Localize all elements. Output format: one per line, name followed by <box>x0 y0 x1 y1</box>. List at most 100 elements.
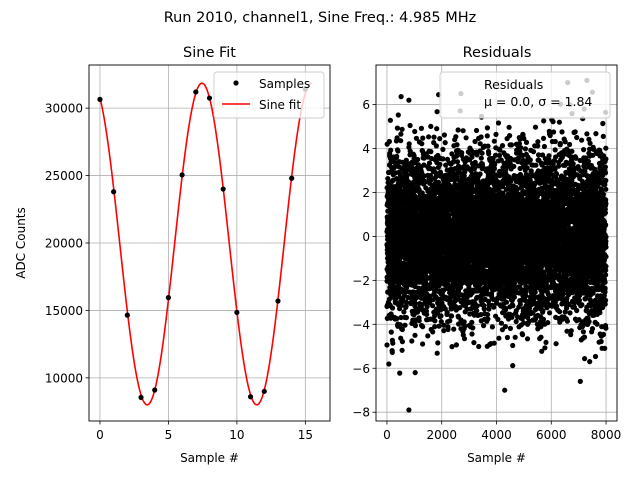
residual-point <box>434 109 440 115</box>
residual-point <box>481 323 487 329</box>
residual-point <box>460 128 466 134</box>
residual-point <box>394 153 400 159</box>
residual-point <box>481 306 487 312</box>
residual-point <box>420 324 426 330</box>
residuals-points <box>384 77 609 413</box>
residual-point <box>441 132 447 138</box>
residual-point <box>412 323 418 329</box>
sine-fit-title: Sine Fit <box>183 45 236 61</box>
sample-point <box>97 96 103 102</box>
legend-sine-fit-label: Sine fit <box>259 98 301 112</box>
residual-point <box>507 325 513 331</box>
residual-point <box>412 332 418 338</box>
residuals-title: Residuals <box>463 45 532 61</box>
residual-point <box>403 303 409 309</box>
sine-fit-ytick-label: 25000 <box>45 169 83 183</box>
residual-point <box>496 152 503 159</box>
residual-point <box>447 318 453 324</box>
residual-point <box>419 141 425 147</box>
sample-point <box>289 175 295 181</box>
residual-point <box>435 340 441 346</box>
residual-point <box>416 318 422 324</box>
residual-point <box>499 143 506 149</box>
residual-point <box>444 309 450 315</box>
sample-point <box>152 387 158 393</box>
sample-point <box>247 394 254 400</box>
legend-samples-marker <box>233 80 239 86</box>
residual-point <box>508 142 515 148</box>
sine-fit-ylabel: ADC Counts <box>14 207 28 279</box>
residual-point <box>478 155 484 161</box>
residual-point <box>411 153 417 159</box>
sample-point <box>261 388 267 394</box>
sine-fit-grid <box>89 65 330 421</box>
residual-point <box>491 340 497 346</box>
residual-point <box>476 343 482 350</box>
residual-point <box>415 156 421 163</box>
sine-fit-ytick-label: 15000 <box>45 304 83 318</box>
residual-point <box>502 324 508 330</box>
residual-point <box>510 363 516 369</box>
residual-point <box>401 309 407 315</box>
residual-point <box>407 148 413 154</box>
residual-point <box>506 124 512 130</box>
sample-point <box>220 186 226 192</box>
residual-point <box>403 299 409 305</box>
residual-point <box>445 324 451 330</box>
residual-point <box>414 289 420 296</box>
residual-point <box>453 134 459 140</box>
residual-point <box>426 160 433 166</box>
residual-point <box>498 320 504 326</box>
residual-point <box>484 133 490 139</box>
sine-fit-xtick-label: 10 <box>229 428 244 442</box>
sine-fit-legend-box <box>213 71 325 119</box>
residual-point <box>478 134 484 140</box>
residual-point <box>440 146 446 152</box>
residual-point <box>511 163 517 169</box>
residual-point <box>461 336 468 342</box>
residual-point <box>384 342 390 348</box>
residual-point <box>484 125 490 131</box>
sample-point <box>111 189 117 195</box>
residual-point <box>462 323 468 329</box>
residual-point <box>403 315 409 321</box>
sample-point <box>206 95 213 101</box>
residual-point <box>470 325 476 331</box>
residual-point <box>437 136 443 142</box>
residual-point <box>489 324 495 330</box>
residual-point <box>398 138 404 144</box>
sample-point <box>165 295 172 301</box>
residual-point <box>413 135 419 141</box>
residual-point <box>510 342 516 349</box>
residual-point <box>486 151 492 157</box>
sine-fit-curve <box>99 82 313 406</box>
residual-point <box>426 134 432 140</box>
residual-point <box>451 326 457 332</box>
residual-point <box>449 313 455 319</box>
residual-point <box>455 127 461 133</box>
residual-point <box>424 311 430 317</box>
residual-point <box>394 316 400 322</box>
residual-point <box>422 179 428 185</box>
residual-point <box>440 156 446 162</box>
residual-point <box>518 145 524 151</box>
figure-suptitle: Run 2010, channel1, Sine Freq.: 4.985 MH… <box>164 10 477 26</box>
residual-point <box>432 318 438 324</box>
residual-point <box>428 149 434 155</box>
residual-point <box>474 308 480 314</box>
residual-point <box>479 150 485 156</box>
residual-point <box>469 331 475 337</box>
residual-point <box>421 173 427 179</box>
residual-point <box>474 303 480 309</box>
residual-point <box>454 142 460 148</box>
sine-fit-ytick-label: 30000 <box>45 102 83 116</box>
residual-point <box>386 296 392 302</box>
residuals-panel: Residuals 0 2000 4000 6000 8000−8−6−4−20246 … <box>352 45 621 465</box>
residual-point <box>442 140 448 146</box>
residual-point <box>402 322 408 328</box>
residual-point <box>389 349 395 355</box>
residual-point <box>395 148 401 154</box>
residual-point <box>436 323 442 329</box>
residual-point <box>496 335 502 341</box>
